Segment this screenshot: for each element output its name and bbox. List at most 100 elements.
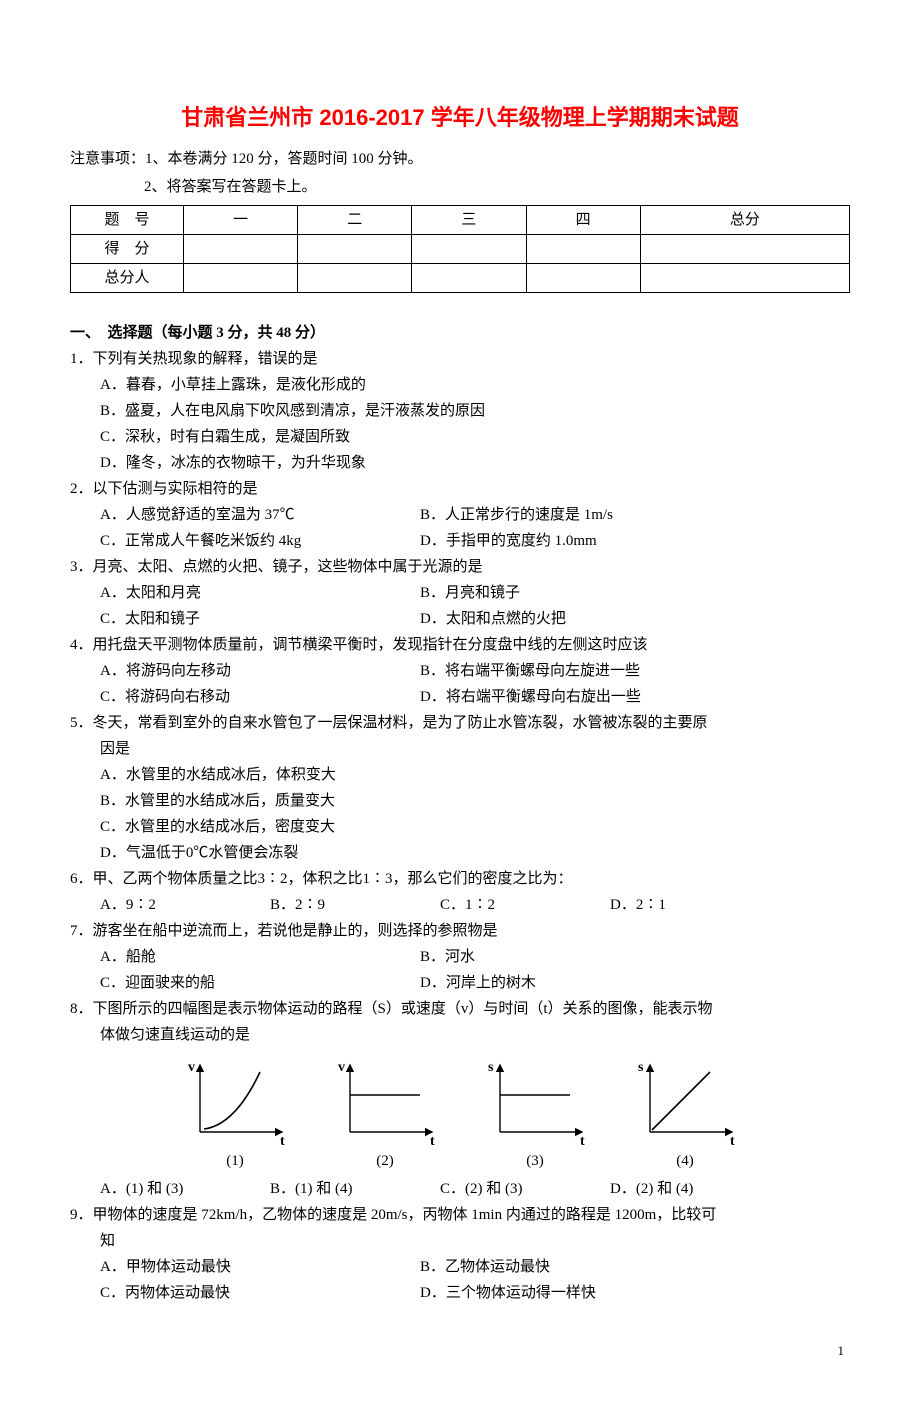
question-stem: 4．用托盘天平测物体质量前，调节横梁平衡时，发现指针在分度盘中线的左侧这时应该 xyxy=(70,633,850,657)
page-number: 1 xyxy=(70,1341,850,1362)
col-head: 总分 xyxy=(640,206,849,235)
notice-line-1: 注意事项：1、本卷满分 120 分，答题时间 100 分钟。 xyxy=(70,147,850,171)
option-row: A．人感觉舒适的室温为 37℃ B．人正常步行的速度是 1m/s xyxy=(100,503,850,527)
question-stem: 1．下列有关热现象的解释，错误的是 xyxy=(70,347,850,371)
graph-svg-icon: s t xyxy=(480,1057,590,1147)
graph-label: (3) xyxy=(480,1149,590,1173)
option-d: D．隆冬，冰冻的衣物晾干，为升华现象 xyxy=(100,451,850,475)
question-stem: 3．月亮、太阳、点燃的火把、镜子，这些物体中属于光源的是 xyxy=(70,555,850,579)
option-a: A．9∶2 xyxy=(100,893,270,917)
axis-x-label: t xyxy=(430,1134,435,1147)
option-c: C．太阳和镜子 xyxy=(100,607,420,631)
graph-2: v t (2) xyxy=(330,1057,440,1173)
option-a: A．人感觉舒适的室温为 37℃ xyxy=(100,503,420,527)
question-stem-cont: 体做匀速直线运动的是 xyxy=(100,1023,850,1047)
option-c: C．水管里的水结成冰后，密度变大 xyxy=(100,815,850,839)
section-heading: 一、 选择题（每小题 3 分，共 48 分） xyxy=(70,321,850,345)
option-row: C．将游码向右移动 D．将右端平衡螺母向右旋出一些 xyxy=(100,685,850,709)
option-d: D．河岸上的树木 xyxy=(420,971,536,995)
row-label: 题 号 xyxy=(71,206,184,235)
option-b: B．2∶9 xyxy=(270,893,440,917)
row-label: 得 分 xyxy=(71,235,184,264)
option-row: C．迎面驶来的船 D．河岸上的树木 xyxy=(100,971,850,995)
option-d: D．(2) 和 (4) xyxy=(610,1177,780,1201)
axis-y-label: v xyxy=(188,1060,195,1075)
question-stem: 8．下图所示的四幅图是表示物体运动的路程（S）或速度（v）与时间（t）关系的图像… xyxy=(70,997,850,1021)
option-c: C．深秋，时有白霜生成，是凝固所致 xyxy=(100,425,850,449)
option-b: B．(1) 和 (4) xyxy=(270,1177,440,1201)
graph-3: s t (3) xyxy=(480,1057,590,1173)
graph-1: v t (1) xyxy=(180,1057,290,1173)
col-head: 二 xyxy=(298,206,412,235)
option-a: A．船舱 xyxy=(100,945,420,969)
option-c: C．将游码向右移动 xyxy=(100,685,420,709)
option-row: A．(1) 和 (3) B．(1) 和 (4) C．(2) 和 (3) D．(2… xyxy=(100,1177,850,1201)
axis-x-label: t xyxy=(280,1134,285,1147)
score-cell xyxy=(184,235,298,264)
option-c: C．1∶2 xyxy=(440,893,610,917)
option-c: C．(2) 和 (3) xyxy=(440,1177,610,1201)
row-label: 总分人 xyxy=(71,264,184,293)
score-cell xyxy=(640,264,849,293)
score-cell xyxy=(412,235,526,264)
axis-y-label: s xyxy=(638,1060,644,1075)
option-c: C．迎面驶来的船 xyxy=(100,971,420,995)
axis-y-label: v xyxy=(338,1060,345,1075)
graph-4: s t (4) xyxy=(630,1057,740,1173)
score-cell xyxy=(526,235,640,264)
option-row: C．太阳和镜子 D．太阳和点燃的火把 xyxy=(100,607,850,631)
graph-label: (1) xyxy=(180,1149,290,1173)
option-b: B．月亮和镜子 xyxy=(420,581,520,605)
question-stem-cont: 因是 xyxy=(100,737,850,761)
score-cell xyxy=(526,264,640,293)
score-cell xyxy=(640,235,849,264)
option-row: C．正常成人午餐吃米饭约 4kg D．手指甲的宽度约 1.0mm xyxy=(100,529,850,553)
option-row: A．甲物体运动最快 B．乙物体运动最快 xyxy=(100,1255,850,1279)
option-b: B．河水 xyxy=(420,945,475,969)
option-row: A．9∶2 B．2∶9 C．1∶2 D．2∶1 xyxy=(100,893,850,917)
option-d: D．手指甲的宽度约 1.0mm xyxy=(420,529,597,553)
option-b: B．将右端平衡螺母向左旋进一些 xyxy=(420,659,640,683)
option-b: B．人正常步行的速度是 1m/s xyxy=(420,503,613,527)
score-cell xyxy=(184,264,298,293)
exam-title: 甘肃省兰州市 2016-2017 学年八年级物理上学期期末试题 xyxy=(70,100,850,135)
option-a: A．甲物体运动最快 xyxy=(100,1255,420,1279)
option-row: A．将游码向左移动 B．将右端平衡螺母向左旋进一些 xyxy=(100,659,850,683)
question-stem: 6．甲、乙两个物体质量之比3∶2，体积之比1∶3，那么它们的密度之比为： xyxy=(70,867,850,891)
option-a: A．将游码向左移动 xyxy=(100,659,420,683)
table-row: 题 号 一 二 三 四 总分 xyxy=(71,206,850,235)
graph-row: v t (1) v t (2) s t (3) xyxy=(70,1057,850,1173)
exam-page: 甘肃省兰州市 2016-2017 学年八年级物理上学期期末试题 注意事项：1、本… xyxy=(70,0,850,1402)
col-head: 一 xyxy=(184,206,298,235)
question-stem: 7．游客坐在船中逆流而上，若说他是静止的，则选择的参照物是 xyxy=(70,919,850,943)
option-a: A．(1) 和 (3) xyxy=(100,1177,270,1201)
option-row: A．船舱 B．河水 xyxy=(100,945,850,969)
question-stem: 5．冬天，常看到室外的自来水管包了一层保温材料，是为了防止水管冻裂，水管被冻裂的… xyxy=(70,711,850,735)
graph-svg-icon: v t xyxy=(330,1057,440,1147)
question-stem: 9．甲物体的速度是 72km/h，乙物体的速度是 20m/s，丙物体 1min … xyxy=(70,1203,850,1227)
graph-label: (2) xyxy=(330,1149,440,1173)
question-stem-cont: 知 xyxy=(100,1229,850,1253)
axis-x-label: t xyxy=(580,1134,585,1147)
option-d: D．2∶1 xyxy=(610,893,780,917)
option-d: D．太阳和点燃的火把 xyxy=(420,607,566,631)
score-table: 题 号 一 二 三 四 总分 得 分 总分人 xyxy=(70,205,850,293)
axis-y-label: s xyxy=(488,1060,494,1075)
option-a: A．暮春，小草挂上露珠，是液化形成的 xyxy=(100,373,850,397)
option-c: C．正常成人午餐吃米饭约 4kg xyxy=(100,529,420,553)
option-d: D．气温低于0℃水管便会冻裂 xyxy=(100,841,850,865)
graph-svg-icon: s t xyxy=(630,1057,740,1147)
table-row: 得 分 xyxy=(71,235,850,264)
score-cell xyxy=(298,235,412,264)
option-b: B．盛夏，人在电风扇下吹风感到清凉，是汗液蒸发的原因 xyxy=(100,399,850,423)
notice-line-2: 2、将答案写在答题卡上。 xyxy=(144,175,850,199)
score-cell xyxy=(298,264,412,293)
table-row: 总分人 xyxy=(71,264,850,293)
col-head: 四 xyxy=(526,206,640,235)
graph-label: (4) xyxy=(630,1149,740,1173)
question-stem: 2．以下估测与实际相符的是 xyxy=(70,477,850,501)
option-d: D．将右端平衡螺母向右旋出一些 xyxy=(420,685,641,709)
option-a: A．水管里的水结成冰后，体积变大 xyxy=(100,763,850,787)
score-cell xyxy=(412,264,526,293)
axis-x-label: t xyxy=(730,1134,735,1147)
